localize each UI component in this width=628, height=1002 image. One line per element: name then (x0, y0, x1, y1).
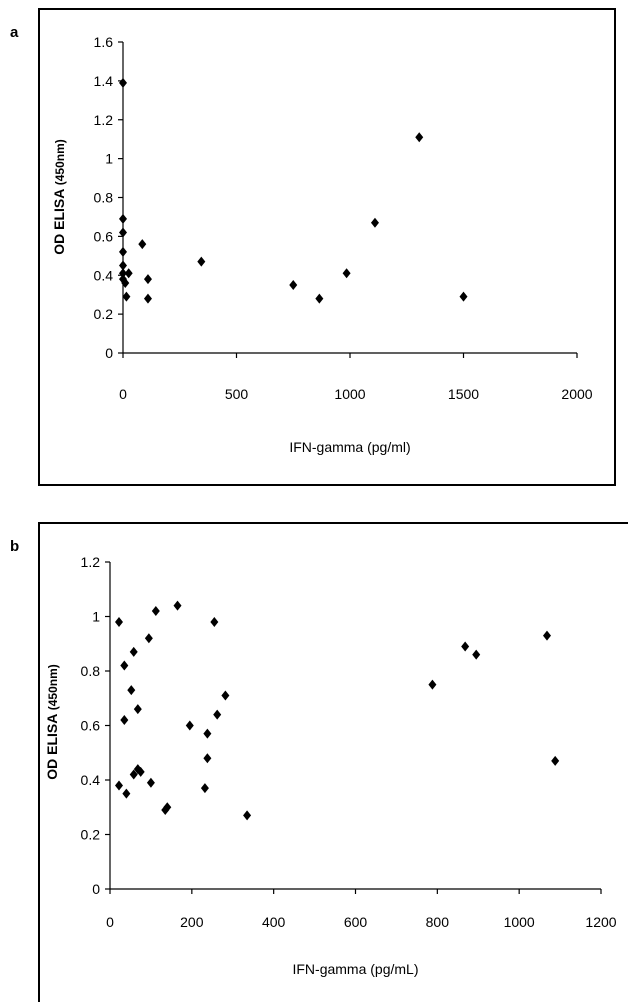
y-tick-label-a: 0.6 (94, 228, 114, 244)
chart-frame-a (38, 8, 616, 486)
y-tick-label-a: 0 (105, 345, 113, 361)
y-tick-label-b: 0.4 (81, 772, 101, 788)
data-point-b (146, 777, 155, 788)
x-tick-label-a: 2000 (561, 386, 592, 402)
x-tick-label-a: 500 (225, 386, 249, 402)
data-point-a (370, 217, 379, 228)
y-tick-label-b: 1.2 (81, 554, 101, 570)
data-point-a (138, 239, 147, 250)
data-point-a (119, 227, 127, 238)
data-point-b (243, 810, 252, 821)
y-tick-label-a: 1.4 (94, 73, 114, 89)
data-point-b (472, 649, 481, 660)
data-point-b (120, 715, 129, 726)
data-point-a (459, 291, 468, 302)
y-axis-unit-a: (450nm) (53, 139, 67, 185)
y-tick-label-b: 0.6 (81, 718, 101, 734)
data-point-b (203, 753, 212, 764)
x-axis-title-a: IFN-gamma (pg/ml) (289, 439, 410, 455)
x-tick-label-b: 600 (344, 914, 368, 930)
data-point-b (221, 690, 230, 701)
x-tick-label-b: 1200 (585, 914, 616, 930)
data-point-b (151, 606, 160, 617)
y-tick-label-b: 1 (92, 609, 100, 625)
data-point-b (461, 641, 470, 652)
x-tick-label-a: 1500 (448, 386, 479, 402)
y-axis-unit-b: (450nm) (46, 664, 60, 710)
data-point-a (415, 132, 424, 143)
data-point-b (210, 616, 219, 627)
y-axis-title-b: OD ELISA (450nm) (44, 664, 60, 780)
panel-label-a: a (10, 24, 19, 41)
x-tick-label-a: 0 (119, 386, 127, 402)
y-tick-label-a: 1.6 (94, 34, 114, 50)
data-point-b (115, 616, 124, 627)
data-point-a (122, 291, 131, 302)
y-tick-label-b: 0.8 (81, 663, 101, 679)
x-axis-title-b: IFN-gamma (pg/mL) (292, 961, 418, 977)
data-point-a (197, 256, 206, 267)
data-point-a (124, 268, 133, 279)
data-point-a (289, 279, 298, 290)
data-point-b (542, 630, 551, 641)
y-tick-label-a: 1 (105, 151, 113, 167)
x-tick-label-b: 400 (262, 914, 286, 930)
data-point-a (315, 293, 324, 304)
data-point-a (119, 260, 127, 271)
data-point-b (136, 766, 145, 777)
data-point-b (120, 660, 129, 671)
data-point-b (185, 720, 194, 731)
chart-frame-b (38, 522, 628, 1002)
data-point-a (119, 246, 127, 257)
x-tick-label-b: 0 (106, 914, 114, 930)
y-tick-label-a: 0.2 (94, 306, 114, 322)
data-point-a (121, 278, 130, 289)
data-point-b (144, 633, 153, 644)
data-point-b (133, 704, 142, 715)
y-tick-label-a: 0.8 (94, 190, 114, 206)
y-tick-label-a: 0.4 (94, 267, 114, 283)
data-point-a (119, 268, 127, 279)
data-point-b (173, 600, 182, 611)
x-tick-label-b: 800 (426, 914, 450, 930)
data-point-a (342, 268, 351, 279)
data-point-a (143, 274, 152, 285)
x-tick-label-b: 1000 (504, 914, 535, 930)
data-point-b (129, 646, 138, 657)
panel-label-b: b (10, 538, 20, 555)
data-point-b (551, 755, 560, 766)
data-point-b (200, 783, 209, 794)
data-point-b (213, 709, 222, 720)
y-tick-label-b: 0.2 (81, 827, 101, 843)
y-tick-label-b: 0 (92, 881, 100, 897)
data-point-b (428, 679, 437, 690)
data-point-a (119, 77, 127, 88)
data-point-b (163, 802, 172, 813)
data-point-b (203, 728, 212, 739)
x-tick-label-b: 200 (180, 914, 204, 930)
data-point-b (129, 769, 138, 780)
data-point-b (122, 788, 131, 799)
y-axis-title-a: OD ELISA (450nm) (51, 139, 67, 255)
y-tick-label-a: 1.2 (94, 112, 114, 128)
data-point-b (127, 685, 136, 696)
data-point-a (143, 293, 152, 304)
x-tick-label-a: 1000 (334, 386, 365, 402)
data-point-a (119, 213, 127, 224)
data-point-b (115, 780, 124, 791)
